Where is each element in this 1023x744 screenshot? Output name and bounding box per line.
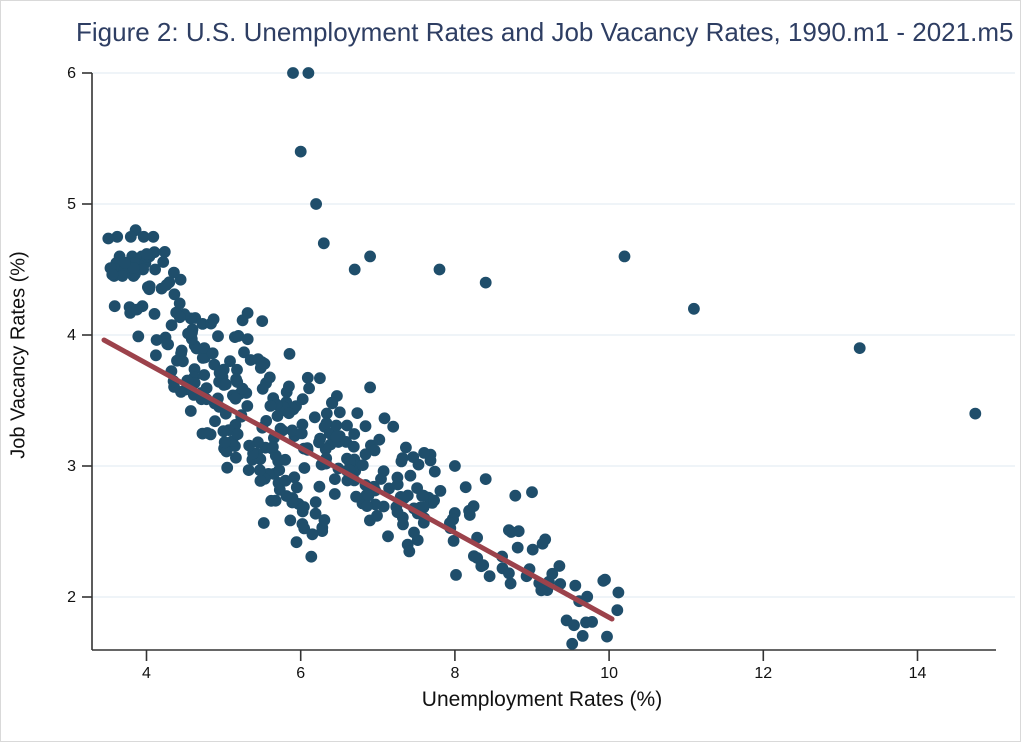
svg-text:6: 6 [67,65,76,82]
svg-text:4: 4 [142,665,151,682]
svg-text:3: 3 [67,458,76,475]
svg-text:8: 8 [450,665,459,682]
svg-text:6: 6 [296,665,305,682]
svg-text:12: 12 [754,665,772,682]
svg-text:5: 5 [67,196,76,213]
svg-text:2: 2 [67,589,76,606]
svg-text:10: 10 [600,665,618,682]
svg-text:14: 14 [909,665,927,682]
svg-text:4: 4 [67,327,76,344]
